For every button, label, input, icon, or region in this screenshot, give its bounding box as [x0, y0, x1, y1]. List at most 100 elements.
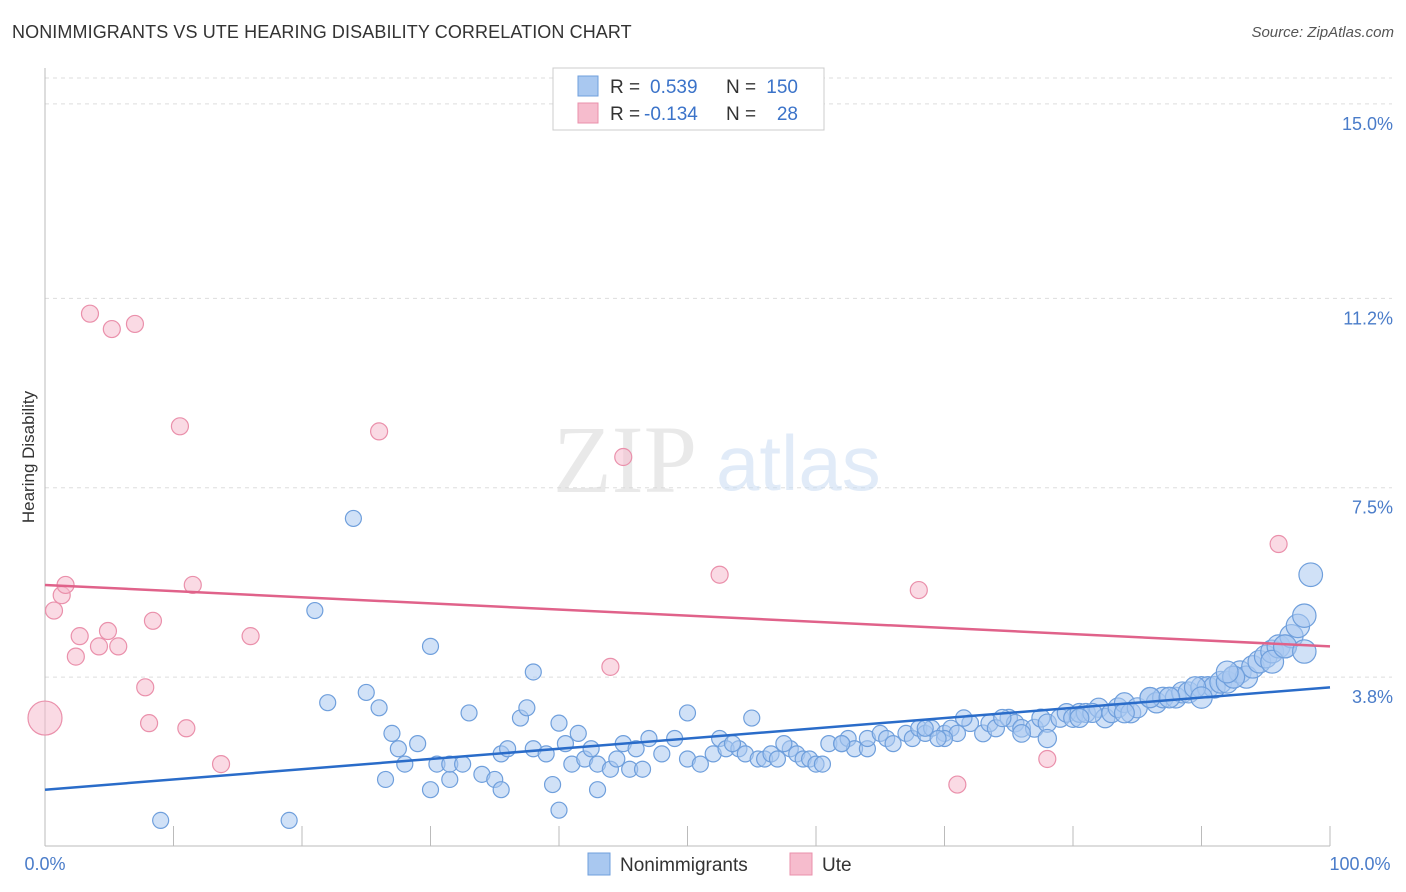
- legend-swatch-nonimmigrants: [577, 75, 599, 97]
- bottom-legend-swatch-nonimmigrants: [587, 852, 611, 876]
- y-axis-tick-labels: 3.8% 7.5% 11.2% 15.0%: [1342, 114, 1393, 707]
- ute-point: [89, 637, 109, 656]
- legend-n-value-1: 150: [766, 77, 798, 98]
- nonimmigrants-point: [691, 755, 709, 773]
- nonimmigrants-point: [1069, 708, 1090, 729]
- ute-point: [136, 678, 155, 697]
- ute-trend-line: [44, 583, 1331, 648]
- watermark-atlas: atlas: [716, 419, 881, 507]
- nonimmigrants-point: [492, 781, 510, 799]
- nonimmigrants-point: [376, 770, 395, 789]
- bottom-legend-swatch-ute: [789, 852, 813, 876]
- ute-point: [139, 714, 159, 733]
- y-tick-label: 11.2%: [1343, 308, 1393, 328]
- ute-point: [211, 755, 231, 774]
- y-tick-label: 7.5%: [1352, 498, 1393, 518]
- nonimmigrants-point: [389, 740, 407, 758]
- nonimmigrants-point: [524, 663, 542, 681]
- y-tick-label: 15.0%: [1342, 114, 1393, 134]
- x-tick-label-min: 0.0%: [24, 854, 65, 874]
- nonimmigrants-point: [396, 755, 414, 773]
- ute-point: [44, 601, 64, 620]
- ute-point: [66, 647, 85, 666]
- ute-point: [1038, 749, 1057, 769]
- y-axis-title: Hearing Disability: [19, 390, 38, 523]
- y-tick-label: 3.8%: [1352, 687, 1393, 707]
- ute-point: [70, 627, 89, 646]
- ute-point: [98, 621, 118, 641]
- nonimmigrants-point: [1113, 702, 1135, 724]
- ute-point: [183, 575, 202, 595]
- nonimmigrants-point: [550, 801, 568, 819]
- ute-point: [102, 319, 121, 339]
- ute-point: [710, 565, 729, 584]
- ute-point: [1269, 534, 1288, 554]
- nonimmigrants-point: [627, 740, 645, 758]
- ute-point: [170, 417, 190, 436]
- ute-point: [109, 637, 128, 656]
- nonimmigrants-point: [640, 729, 658, 748]
- nonimmigrants-points: [152, 509, 1324, 830]
- chart-title: NONIMMIGRANTS VS UTE HEARING DISABILITY …: [12, 22, 632, 42]
- nonimmigrants-point: [743, 709, 761, 727]
- nonimmigrants-point: [518, 699, 536, 717]
- watermark: ZIP atlas: [553, 406, 881, 513]
- nonimmigrants-point: [916, 719, 934, 737]
- nonimmigrants-point: [678, 704, 697, 722]
- ute-point: [177, 719, 196, 738]
- nonimmigrants-point: [357, 683, 375, 702]
- legend-n-value-2: 28: [777, 104, 798, 125]
- nonimmigrants-point: [306, 601, 324, 620]
- nonimmigrants-point: [633, 760, 652, 778]
- nonimmigrants-point: [383, 724, 401, 742]
- ute-point: [80, 304, 100, 323]
- nonimmigrants-point: [1292, 639, 1317, 664]
- nonimmigrants-point: [813, 755, 832, 773]
- nonimmigrants-point: [543, 775, 562, 794]
- nonimmigrants-point: [775, 735, 793, 753]
- nonimmigrants-point: [421, 637, 440, 655]
- nonimmigrants-point: [884, 735, 902, 753]
- nonimmigrants-point: [454, 755, 472, 773]
- nonimmigrants-point: [1139, 686, 1161, 709]
- nonimmigrants-point: [723, 735, 742, 753]
- ute-point: [241, 627, 260, 646]
- nonimmigrants-point: [1037, 728, 1058, 749]
- chart-source: Source: ZipAtlas.com: [1251, 24, 1394, 41]
- ute-point: [601, 657, 620, 676]
- nonimmigrants-point: [280, 811, 298, 830]
- nonimmigrants-point: [608, 750, 626, 768]
- bottom-legend: Nonimmigrants Ute: [587, 852, 852, 876]
- nonimmigrants-point: [588, 781, 607, 799]
- legend-r-label-2: R =: [610, 104, 640, 125]
- nonimmigrants-point: [1215, 660, 1239, 684]
- legend-n-label-1: N =: [726, 77, 756, 98]
- ute-point: [125, 314, 145, 334]
- nonimmigrants-point: [344, 509, 362, 528]
- nonimmigrants-point: [582, 740, 600, 758]
- ute-point: [27, 700, 63, 736]
- nonimmigrants-point: [370, 699, 388, 717]
- gridlines: [45, 77, 1392, 678]
- legend-r-value-1: 0.539: [650, 77, 698, 98]
- legend-swatch-ute: [577, 102, 599, 124]
- nonimmigrants-point: [319, 694, 337, 712]
- nonimmigrants-point: [1292, 603, 1317, 628]
- x-axis-ticks: [44, 826, 1331, 846]
- x-tick-label-max: 100.0%: [1329, 854, 1390, 874]
- legend: R = 0.539 N = 150 R = -0.134 N = 28: [552, 67, 825, 131]
- bottom-legend-label-ute: Ute: [822, 855, 852, 876]
- nonimmigrants-point: [1298, 562, 1324, 588]
- ute-point: [614, 447, 633, 467]
- nonimmigrants-point: [1012, 723, 1031, 743]
- ute-point: [143, 611, 163, 630]
- legend-r-label-1: R =: [610, 77, 640, 98]
- nonimmigrants-point: [421, 781, 440, 799]
- nonimmigrants-point: [1158, 686, 1181, 709]
- ute-point: [909, 580, 928, 600]
- nonimmigrants-point: [550, 714, 568, 732]
- nonimmigrants-point: [152, 811, 170, 830]
- nonimmigrants-point: [929, 729, 947, 748]
- bottom-legend-label-nonimmigrants: Nonimmigrants: [620, 855, 748, 876]
